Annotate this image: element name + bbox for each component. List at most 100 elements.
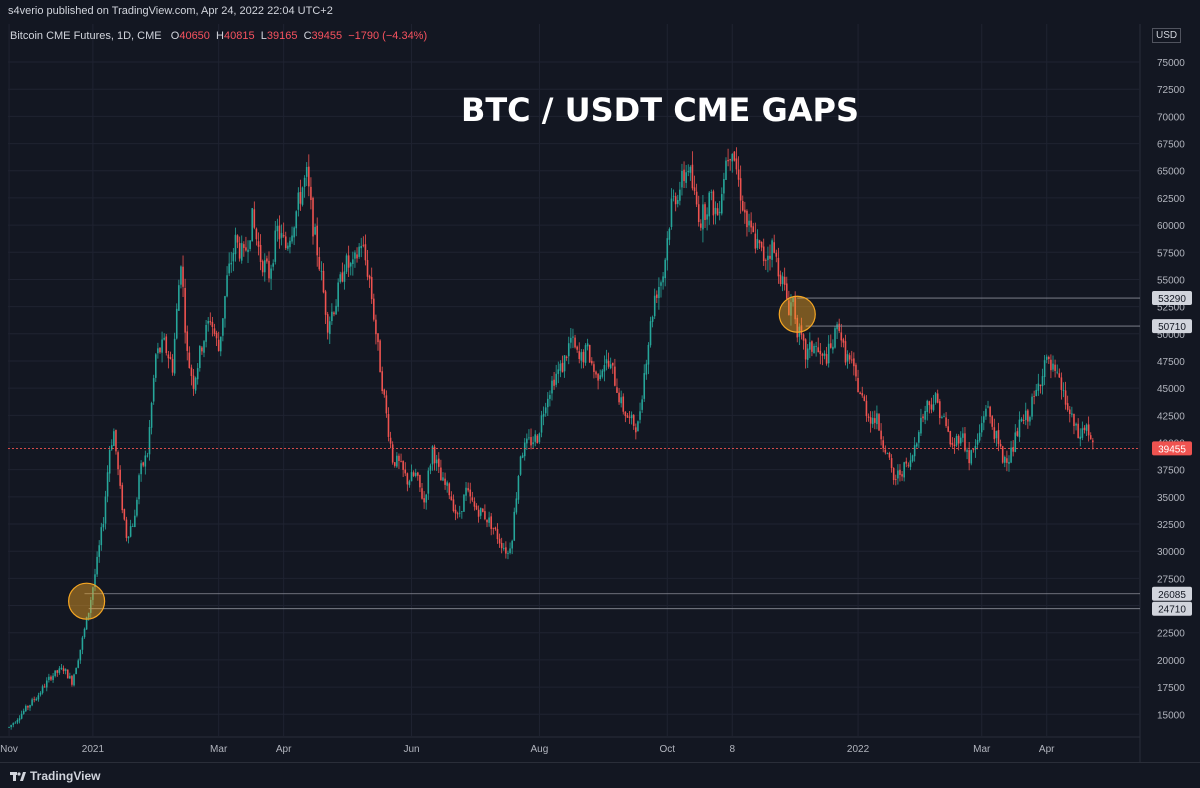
candle-body [203, 341, 205, 353]
candle-body [555, 373, 557, 385]
candle-body [96, 556, 98, 575]
candle-body [574, 337, 576, 348]
candle-body [144, 455, 147, 467]
candle-body [999, 443, 1002, 447]
candle-body [360, 245, 363, 249]
candle-body [440, 467, 442, 481]
candle-body [471, 497, 474, 501]
candle-body [100, 527, 103, 546]
candle-body [98, 545, 100, 557]
candle-body [829, 343, 832, 348]
candle-body [339, 274, 342, 282]
candle-body [565, 356, 568, 358]
candle-body [255, 228, 258, 240]
candle-body [658, 287, 660, 299]
symbol-name[interactable]: Bitcoin CME Futures, 1D, CME [10, 30, 162, 42]
candle-body [1029, 417, 1031, 422]
candle-body [783, 276, 786, 285]
candle-body [119, 469, 121, 486]
candle-body [81, 637, 84, 650]
candle-body [1045, 356, 1048, 360]
candle-body [578, 351, 581, 359]
candle-body [33, 699, 36, 701]
candle-body [513, 511, 516, 541]
candle-body [1039, 384, 1042, 387]
candle-body [341, 272, 344, 282]
candle-body [785, 283, 788, 299]
candle-body [1024, 410, 1027, 421]
candle-body [758, 240, 761, 244]
candle-body [1018, 419, 1021, 438]
candle-body [756, 238, 759, 248]
candle-body [182, 266, 184, 287]
price-tick-label: 27500 [1157, 574, 1185, 585]
currency-label[interactable]: USD [1152, 28, 1182, 43]
candle-body [236, 235, 239, 243]
candle-body [115, 429, 117, 452]
candle-body [427, 470, 430, 494]
candle-body [1012, 447, 1014, 452]
candle-body [1071, 413, 1073, 415]
candle-body [452, 499, 455, 511]
gap-highlight-circle [778, 295, 816, 333]
candle-body [1075, 423, 1077, 426]
candle-body [419, 474, 421, 488]
chart-area[interactable]: 1500017500200002250025000275003000032500… [0, 24, 1200, 762]
candle-body [643, 373, 646, 399]
candle-body [368, 275, 371, 279]
candle-body [456, 513, 459, 515]
candle-body [741, 201, 744, 211]
candle-body [582, 351, 585, 363]
candle-body [389, 437, 392, 444]
price-tick-label: 52500 [1157, 303, 1185, 314]
candle-body [284, 236, 287, 249]
candle-body [656, 294, 658, 298]
candle-body [968, 450, 970, 464]
candle-body [540, 415, 543, 433]
candle-body [760, 241, 763, 248]
candle-body [259, 244, 262, 262]
candle-body [417, 472, 419, 476]
candle-body [188, 352, 191, 369]
gap-level-badge [1152, 586, 1192, 601]
time-tick-label: Mar [210, 744, 228, 755]
candle-body [12, 723, 15, 725]
candle-body [16, 719, 19, 723]
tradingview-logo[interactable]: TradingView [10, 769, 100, 783]
candle-body [349, 263, 352, 267]
candle-body [498, 538, 501, 544]
candle-body [370, 277, 373, 300]
candle-body [773, 242, 775, 253]
candle-body [358, 246, 360, 257]
candle-body [232, 252, 235, 262]
candle-body [991, 416, 994, 427]
candle-body [626, 415, 629, 418]
candle-body [429, 465, 432, 471]
candle-body [148, 427, 151, 455]
candle-body [534, 434, 537, 442]
candle-body [129, 526, 132, 537]
candle-body [874, 418, 876, 423]
candle-body [616, 387, 618, 393]
candle-body [192, 375, 195, 389]
candle-body [532, 442, 534, 445]
candle-body [356, 254, 358, 259]
candle-body [333, 312, 335, 315]
candle-body [282, 235, 285, 237]
candle-body [668, 228, 671, 240]
candle-body [911, 455, 914, 462]
candle-body [884, 449, 887, 453]
candle-body [809, 342, 811, 350]
time-tick-label: Apr [276, 744, 292, 755]
candle-body [291, 235, 293, 242]
publish-header: s4verio published on TradingView.com, Ap… [0, 0, 1200, 24]
candle-body [161, 339, 163, 353]
candle-body [1083, 427, 1086, 431]
candle-body [58, 668, 61, 673]
gap-level-label: 26085 [1158, 590, 1186, 601]
candle-body [1031, 396, 1033, 417]
candle-body [832, 346, 834, 350]
price-tick-label: 22500 [1157, 629, 1185, 640]
candle-body [165, 336, 168, 353]
candle-body [421, 488, 423, 499]
